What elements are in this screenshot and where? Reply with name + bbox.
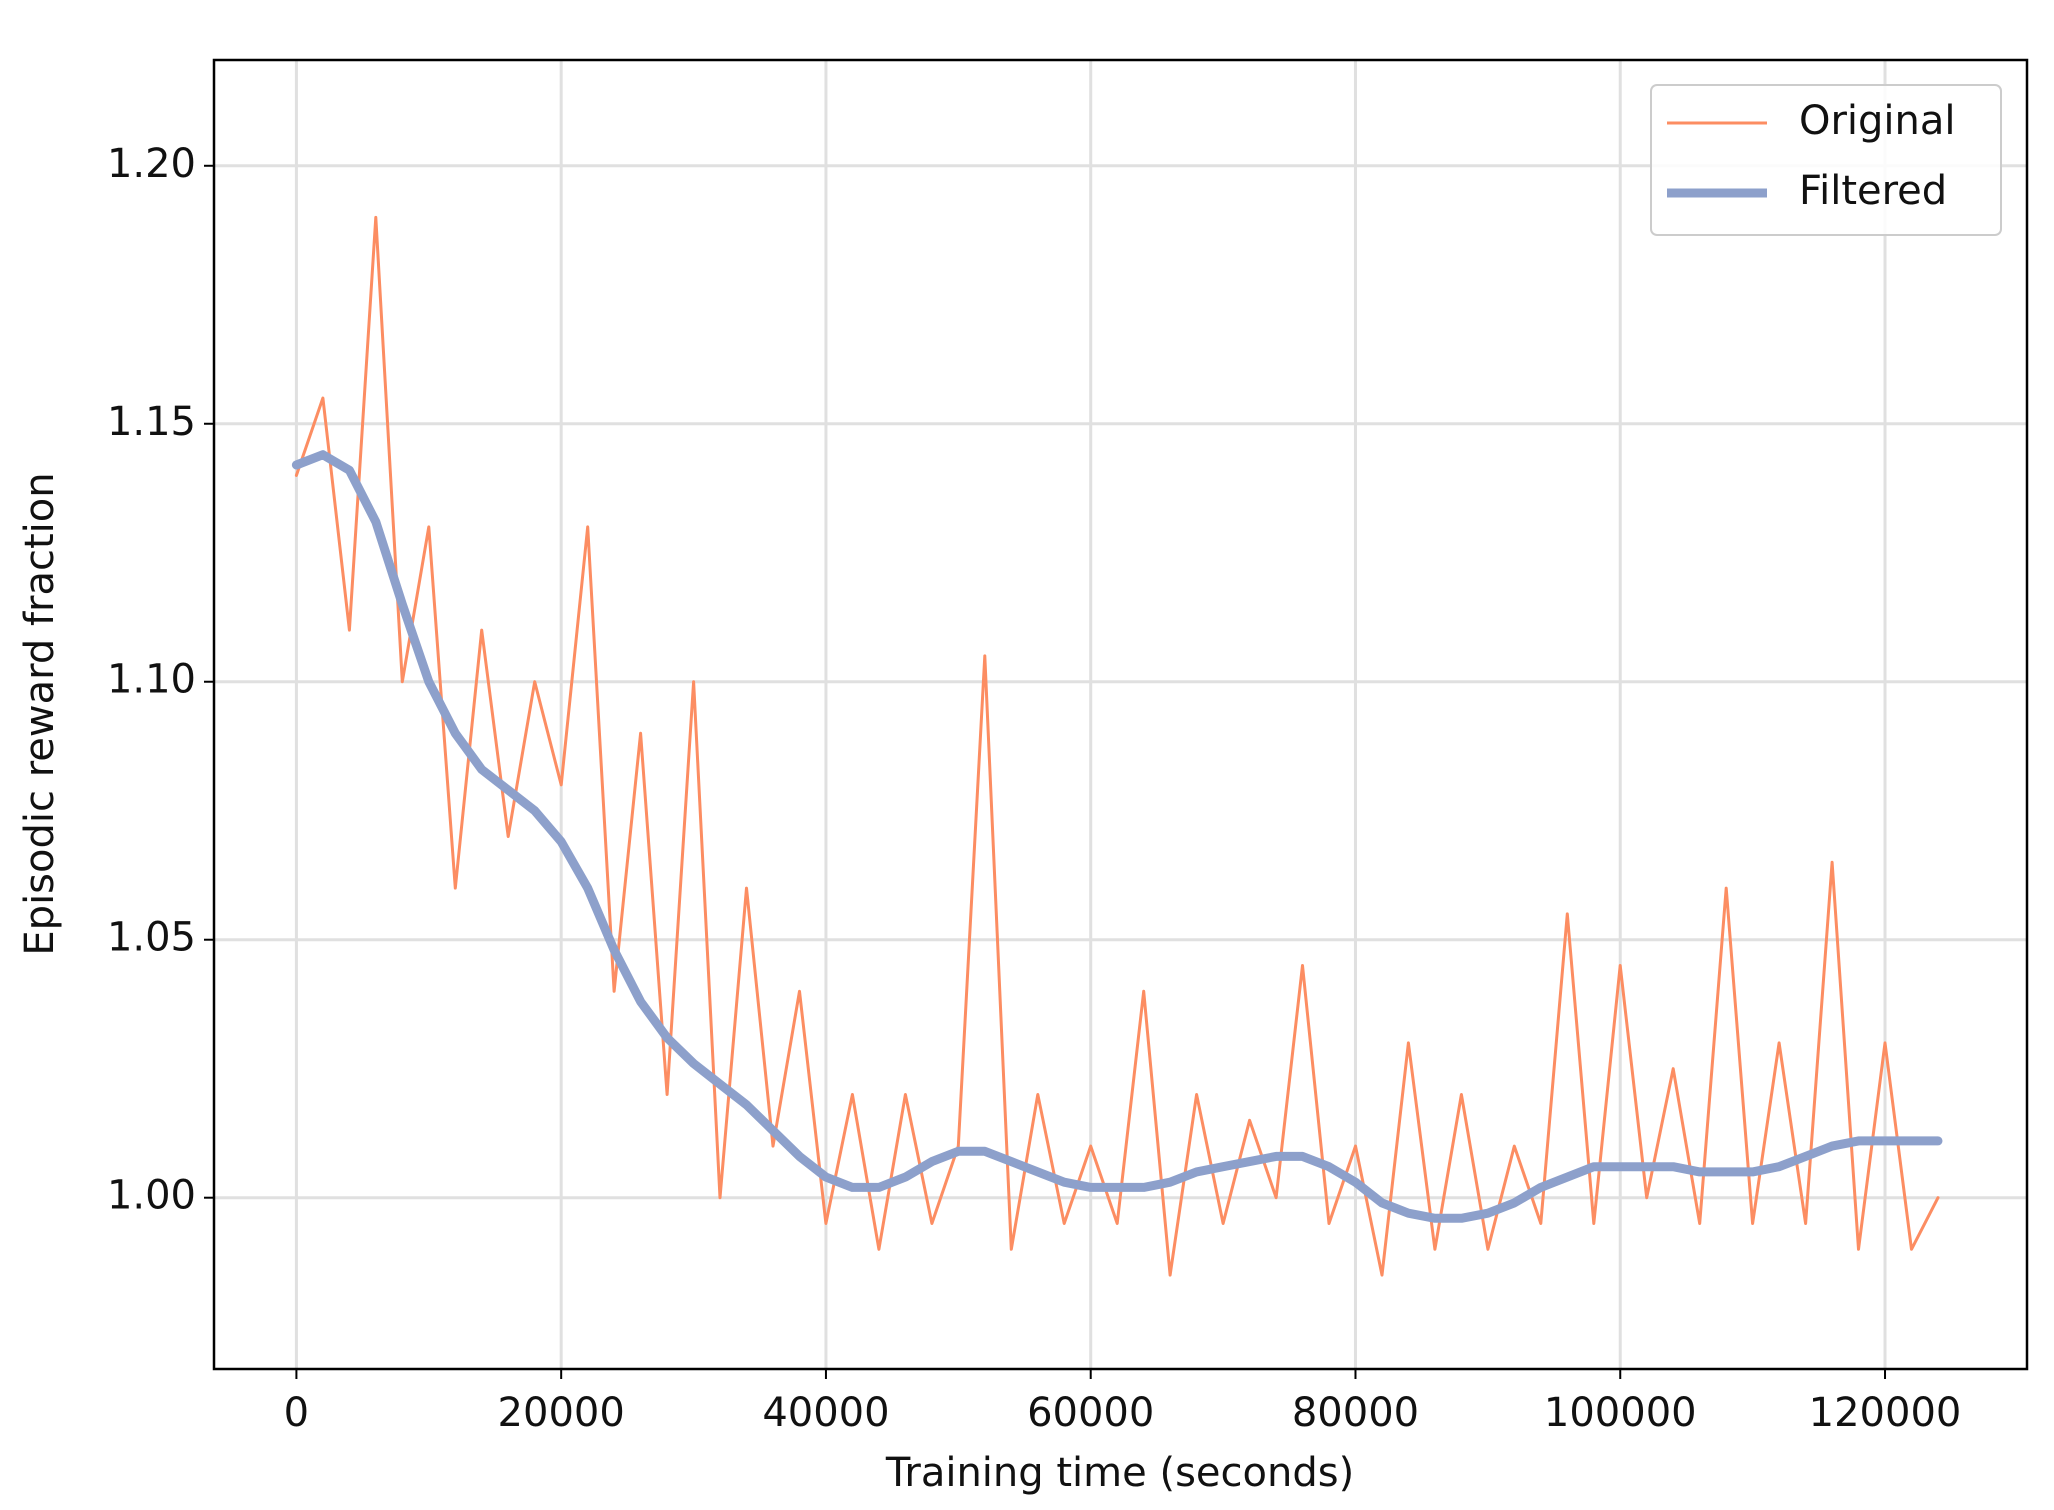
x-axis-label: Training time (seconds) <box>885 1450 1354 1496</box>
y-tick-label: 1.20 <box>107 141 196 187</box>
legend: Original Filtered <box>1650 84 2002 236</box>
series-line <box>294 215 1940 1277</box>
x-tick-label: 100000 <box>1544 1390 1697 1436</box>
x-tick-label: 20000 <box>498 1390 625 1436</box>
y-tick-label: 1.05 <box>107 915 196 961</box>
plot-frame <box>212 58 2029 1371</box>
legend-label: Filtered <box>1799 168 1947 214</box>
y-tick-label: 1.00 <box>107 1173 196 1219</box>
y-tick-label: 1.15 <box>107 399 196 445</box>
y-tick-label: 1.10 <box>107 657 196 703</box>
legend-label: Original <box>1799 98 1956 144</box>
x-tick-label: 40000 <box>762 1390 889 1436</box>
x-tick-label: 60000 <box>1027 1390 1154 1436</box>
x-tick-label: 120000 <box>1809 1390 1962 1436</box>
x-tick-label: 0 <box>284 1390 309 1436</box>
x-tick-label: 80000 <box>1292 1390 1419 1436</box>
y-axis-label: Episodic reward fraction <box>17 472 63 955</box>
series-line <box>291 450 1943 1223</box>
